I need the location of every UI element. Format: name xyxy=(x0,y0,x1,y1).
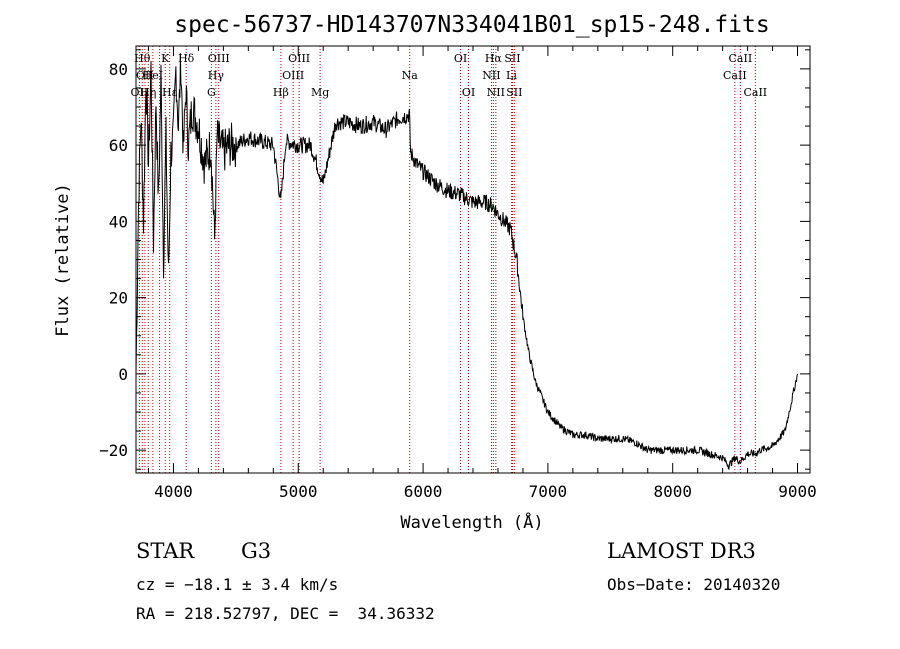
spectral-line-label: OIII xyxy=(288,52,310,65)
spectral-line-label: HeI xyxy=(143,69,163,82)
chart-title: spec-56737-HD143707N334041B01_sp15-248.f… xyxy=(174,12,769,38)
spectral-line-label: Hγ xyxy=(208,69,225,82)
spectral-line-label: Hβ xyxy=(273,86,289,99)
y-tick-label: 20 xyxy=(109,289,128,308)
axes: 4000 5000 6000 7000 8000 9000 −20 0 20 40 60 80 xyxy=(99,46,817,501)
observation-date: Obs−Date: 20140320 xyxy=(607,575,781,594)
spectral-line-label: G xyxy=(207,86,216,99)
spectral-line-label: OIII xyxy=(208,52,230,65)
spectral-line-label: CaII xyxy=(729,52,753,65)
spectral-line-label: CaII xyxy=(743,86,767,99)
x-tick-label: 4000 xyxy=(154,482,193,501)
y-tick-label: 60 xyxy=(109,136,128,155)
spectral-line-label: Hδ xyxy=(178,52,195,65)
spectral-line-label: NII xyxy=(487,86,505,99)
spectral-line-label: Li xyxy=(506,69,517,82)
spectral-line-label: Na xyxy=(402,69,419,82)
spectral-line-label: Mg xyxy=(311,86,329,99)
spectrum-series xyxy=(135,53,798,471)
y-tick-label: 80 xyxy=(109,60,128,79)
spectral-line-label: OII xyxy=(136,69,154,82)
spectral-line-label: OIII xyxy=(282,69,304,82)
spectral-line-label: CaII xyxy=(723,69,747,82)
spectral-line-label: NII xyxy=(482,69,500,82)
object-class: STAR xyxy=(136,539,195,563)
x-tick-label: 8000 xyxy=(653,482,692,501)
spectral-line-label: K xyxy=(161,52,170,65)
spectral-line-label: OII xyxy=(131,86,149,99)
x-tick-label: 6000 xyxy=(404,482,443,501)
y-tick-label: 40 xyxy=(109,212,128,231)
spectral-line-label: OI xyxy=(462,86,475,99)
spectral-line-label: OI xyxy=(454,52,467,65)
y-tick-label: 0 xyxy=(118,365,128,384)
redshift-cz: cz = −18.1 ± 3.4 km/s xyxy=(136,575,339,594)
survey-name: LAMOST DR3 xyxy=(607,539,756,563)
y-axis-label: Flux (relative) xyxy=(53,183,73,337)
x-tick-label: 9000 xyxy=(778,482,817,501)
plot-frame xyxy=(135,45,811,474)
object-subclass: G3 xyxy=(241,539,272,563)
coordinates: RA = 218.52797, DEC = 34.36332 xyxy=(136,604,435,623)
x-tick-label: 5000 xyxy=(279,482,318,501)
spectral-line-markers: OIIHθOIIHηHeIKHεHδGHγOIIIHβOIIIOIIIMgNaO… xyxy=(131,46,767,473)
spectral-line-label: Hθ xyxy=(134,52,151,65)
spectral-line-label: Hα xyxy=(485,52,503,65)
y-tick-label: −20 xyxy=(99,441,128,460)
x-axis-label: Wavelength (Å) xyxy=(400,511,543,533)
spectral-line-label: Hε xyxy=(162,86,178,99)
spectral-line-label: Hη xyxy=(140,86,156,99)
x-tick-label: 7000 xyxy=(529,482,568,501)
spectrum-line xyxy=(135,53,798,471)
spectral-line-label: SII xyxy=(506,86,522,99)
spectral-line-label: SII xyxy=(504,52,520,65)
